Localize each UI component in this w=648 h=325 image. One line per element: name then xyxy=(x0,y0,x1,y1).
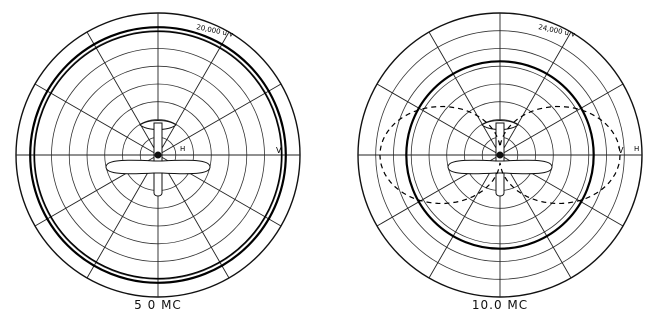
chart-caption-10mc: 10.0 MC xyxy=(471,298,529,312)
grid-spoke xyxy=(34,83,159,156)
fuselage xyxy=(495,122,505,197)
fuselage xyxy=(153,122,163,197)
grid-spoke xyxy=(157,83,282,156)
grid-spoke xyxy=(428,31,501,156)
antenna-point xyxy=(496,151,504,159)
label-v: V xyxy=(618,146,624,155)
pattern-h-trace xyxy=(33,30,283,280)
polar-chart-5mc: 20,000 u vVH xyxy=(15,12,301,298)
chart-caption-5mc: 5 0 MC xyxy=(134,298,182,312)
grid-spoke xyxy=(499,154,572,279)
grid-spoke xyxy=(499,83,624,156)
grid-spoke xyxy=(157,31,230,156)
label-h: H xyxy=(180,145,185,153)
pattern-v-trace xyxy=(405,60,595,250)
label-h: H xyxy=(634,145,639,153)
wing xyxy=(447,159,553,175)
antenna-point xyxy=(154,151,162,159)
label-v: V xyxy=(276,146,282,155)
grid-spoke xyxy=(86,31,159,156)
aircraft-icon xyxy=(105,120,211,197)
grid-spoke xyxy=(376,83,501,156)
pattern-v-trace xyxy=(29,26,287,284)
grid-spoke xyxy=(499,31,572,156)
grid-spoke xyxy=(86,154,159,279)
wing xyxy=(105,159,211,175)
pattern-h-trace xyxy=(379,105,621,205)
grid-spoke xyxy=(157,154,230,279)
grid-spoke xyxy=(428,154,501,279)
aircraft-icon xyxy=(447,120,553,197)
polar-chart-10mc: 24,000 u vV H xyxy=(357,12,643,298)
